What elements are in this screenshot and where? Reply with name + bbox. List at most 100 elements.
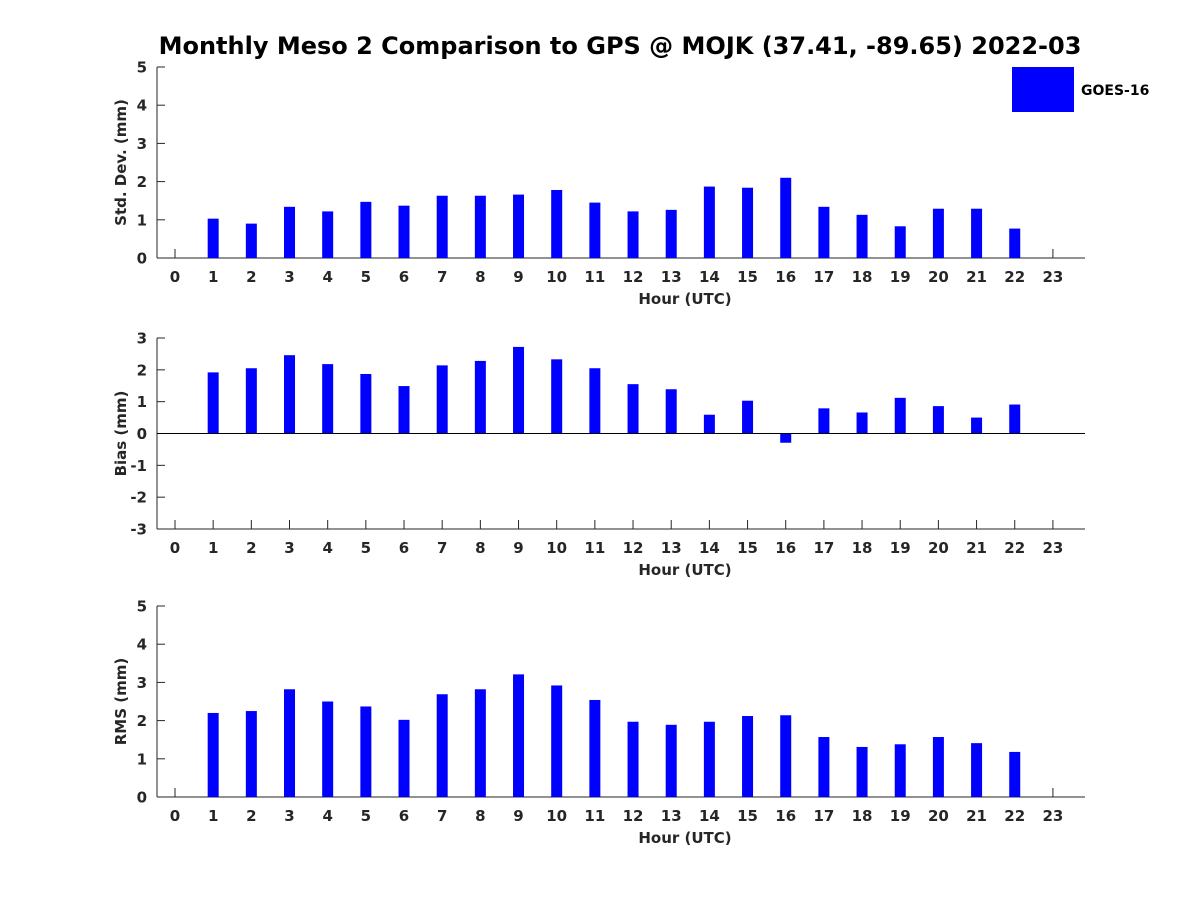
bar-hour-17 — [818, 408, 830, 434]
bar-hour-15 — [742, 187, 754, 258]
x-tick-label: 4 — [322, 268, 332, 286]
x-tick-label: 21 — [966, 539, 987, 557]
x-tick-label: 10 — [546, 807, 567, 825]
bar-hour-20 — [932, 737, 944, 797]
x-tick-label: 1 — [208, 807, 218, 825]
x-tick-label: 14 — [699, 539, 720, 557]
y-tick-label: 2 — [137, 361, 147, 379]
y-tick-label: 1 — [137, 393, 147, 411]
bar-hour-10 — [551, 685, 563, 797]
x-tick-label: 19 — [890, 539, 911, 557]
x-tick-label: 21 — [966, 268, 987, 286]
y-tick-label: 1 — [137, 211, 147, 229]
x-tick-label: 7 — [437, 807, 447, 825]
bar-hour-19 — [894, 397, 906, 434]
x-tick-label: 6 — [399, 539, 409, 557]
y-tick-label: 1 — [137, 750, 147, 768]
legend-label: GOES-16 — [1081, 83, 1149, 99]
y-axis-label: RMS (mm) — [112, 658, 130, 745]
legend-swatch — [1012, 67, 1074, 112]
x-axis-label: Hour (UTC) — [638, 561, 731, 579]
x-tick-label: 7 — [437, 539, 447, 557]
bar-hour-2 — [245, 368, 257, 434]
x-tick-label: 15 — [737, 268, 758, 286]
x-tick-label: 11 — [584, 539, 605, 557]
bar-hour-14 — [703, 414, 715, 434]
x-tick-label: 17 — [813, 539, 834, 557]
x-tick-label: 2 — [246, 268, 256, 286]
x-tick-label: 4 — [322, 539, 332, 557]
x-tick-label: 5 — [361, 539, 371, 557]
x-tick-label: 16 — [775, 807, 796, 825]
x-tick-label: 20 — [928, 268, 949, 286]
bar-hour-18 — [856, 412, 868, 434]
bar-hour-3 — [284, 689, 296, 797]
bar-hour-8 — [474, 689, 486, 797]
bar-hour-1 — [207, 712, 219, 797]
y-tick-label: 0 — [137, 789, 147, 807]
bar-hour-7 — [436, 195, 448, 258]
y-tick-label: 3 — [137, 330, 147, 348]
x-tick-label: 15 — [737, 807, 758, 825]
x-tick-label: 17 — [813, 268, 834, 286]
bar-hour-16 — [780, 433, 792, 443]
bar-hour-8 — [474, 360, 486, 434]
x-tick-label: 2 — [246, 539, 256, 557]
x-tick-label: 14 — [699, 807, 720, 825]
bar-hour-21 — [971, 417, 983, 434]
x-tick-label: 6 — [399, 268, 409, 286]
bar-hour-1 — [207, 372, 219, 434]
bar-hour-11 — [589, 368, 601, 434]
y-tick-label: 2 — [137, 712, 147, 730]
y-tick-label: 5 — [137, 59, 147, 77]
x-tick-label: 12 — [623, 807, 644, 825]
bar-hour-4 — [322, 211, 334, 258]
bar-hour-11 — [589, 699, 601, 797]
x-tick-label: 18 — [852, 539, 873, 557]
bar-hour-19 — [894, 226, 906, 258]
bar-hour-20 — [932, 406, 944, 434]
bar-hour-18 — [856, 214, 868, 258]
x-tick-label: 4 — [322, 807, 332, 825]
bar-hour-22 — [1009, 751, 1021, 797]
bar-hour-6 — [398, 719, 410, 797]
bar-hour-8 — [474, 195, 486, 258]
x-tick-label: 10 — [546, 268, 567, 286]
bar-hour-15 — [742, 716, 754, 797]
x-tick-label: 18 — [852, 268, 873, 286]
x-tick-label: 1 — [208, 268, 218, 286]
x-tick-label: 1 — [208, 539, 218, 557]
y-tick-label: 2 — [137, 173, 147, 191]
x-tick-label: 3 — [284, 807, 294, 825]
bar-hour-10 — [551, 359, 563, 434]
bar-hour-13 — [665, 724, 677, 797]
bar-hour-1 — [207, 218, 219, 258]
x-tick-label: 22 — [1004, 807, 1025, 825]
bar-hour-21 — [971, 208, 983, 258]
bar-hour-10 — [551, 190, 563, 258]
x-tick-label: 12 — [623, 539, 644, 557]
x-tick-label: 23 — [1042, 539, 1063, 557]
x-tick-label: 9 — [513, 539, 523, 557]
bar-hour-16 — [780, 715, 792, 797]
bar-hour-22 — [1009, 228, 1021, 258]
bar-hour-2 — [245, 711, 257, 797]
legend: GOES-16 — [1012, 67, 1149, 112]
y-tick-label: 3 — [137, 674, 147, 692]
y-tick-label: -3 — [130, 521, 147, 539]
bar-hour-5 — [360, 373, 372, 434]
bar-hour-9 — [513, 194, 525, 258]
x-tick-label: 20 — [928, 539, 949, 557]
x-tick-label: 14 — [699, 268, 720, 286]
x-tick-label: 8 — [475, 807, 485, 825]
x-tick-label: 11 — [584, 268, 605, 286]
x-axis-label: Hour (UTC) — [638, 829, 731, 847]
x-tick-label: 16 — [775, 268, 796, 286]
bar-hour-21 — [971, 743, 983, 797]
x-tick-label: 23 — [1042, 807, 1063, 825]
x-tick-label: 19 — [890, 268, 911, 286]
x-tick-label: 13 — [661, 268, 682, 286]
